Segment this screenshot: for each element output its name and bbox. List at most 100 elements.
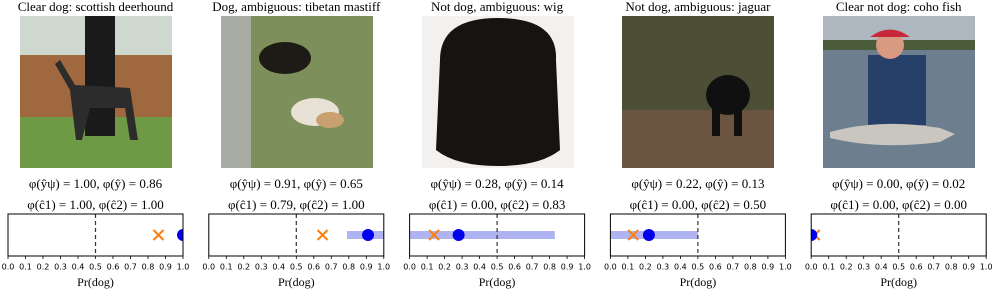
formula: φ(ĉ1) = 0.00, φ(ĉ2) = 0.83 bbox=[429, 197, 566, 212]
x-tick-label: 0.3 bbox=[456, 263, 469, 272]
x-tick-label: 0.7 bbox=[727, 263, 740, 272]
x-tick-label: 0.6 bbox=[910, 263, 923, 272]
measure-name: , φ(ĉ2) = bbox=[895, 197, 944, 212]
x-axis-label: Pr(dog) bbox=[680, 275, 717, 289]
measure-name: φ(ĉ1) = bbox=[630, 197, 672, 212]
panel-title: Clear dog: scottish deerhound bbox=[18, 0, 174, 14]
measure-name: φ(ŷψ) = bbox=[832, 176, 877, 191]
x-tick-label: 0.3 bbox=[54, 263, 67, 272]
x-tick-label: 0.3 bbox=[857, 263, 870, 272]
x-tick-label: 0.2 bbox=[639, 263, 652, 272]
measure-value: 0.00 bbox=[471, 197, 494, 212]
x-tick-label: 0.5 bbox=[491, 263, 504, 272]
plot: 0.0 0.1 0.2 0.3 0.4 0.5 0.6 0.7 0.8 0.9 1.0 Pr(dog) bbox=[202, 213, 390, 289]
measure-name: , φ(ĉ2) = bbox=[293, 197, 342, 212]
formula: φ(ŷψ) = 0.91, φ(ŷ) = 0.65 bbox=[230, 176, 363, 191]
x-tick-label: 0.1 bbox=[220, 263, 233, 272]
x-tick-label: 0.6 bbox=[107, 263, 120, 272]
x-tick-label: 0.5 bbox=[692, 263, 705, 272]
formula: φ(ĉ1) = 0.00, φ(ĉ2) = 0.00 bbox=[830, 197, 967, 212]
x-tick-label: 0.9 bbox=[962, 263, 975, 272]
x-tick-label: 0.9 bbox=[561, 263, 574, 272]
photo bbox=[20, 16, 172, 168]
x-tick-label: 0.4 bbox=[473, 263, 486, 272]
x-tick-label: 0.4 bbox=[272, 263, 285, 272]
measure-value: 0.50 bbox=[743, 197, 766, 212]
x-tick-label: 0.9 bbox=[360, 263, 373, 272]
x-tick-label: 0.7 bbox=[124, 263, 137, 272]
measure-value: 0.13 bbox=[742, 176, 765, 191]
x-tick-label: 1.0 bbox=[779, 263, 792, 272]
measure-name: φ(ŷψ) = bbox=[230, 176, 275, 191]
measure-value: 0.00 bbox=[873, 197, 896, 212]
x-tick-label: 0.1 bbox=[19, 263, 32, 272]
x-tick-label: 0.8 bbox=[142, 263, 155, 272]
x-axis-label: Pr(dog) bbox=[880, 275, 917, 289]
measure-name: , φ(ĉ2) = bbox=[92, 197, 141, 212]
measure-value: 1.00 bbox=[141, 197, 164, 212]
x-tick-label: 0.5 bbox=[290, 263, 303, 272]
measure-name: , φ(ĉ2) = bbox=[494, 197, 543, 212]
formula: φ(ŷψ) = 0.28, φ(ŷ) = 0.14 bbox=[431, 176, 565, 191]
measure-name: φ(ŷψ) = bbox=[29, 176, 74, 191]
measure-value: 0.86 bbox=[139, 176, 162, 191]
yhat-marker bbox=[316, 229, 329, 241]
x-tick-label: 0.0 bbox=[403, 263, 416, 272]
plot-area bbox=[152, 229, 183, 241]
x-tick-label: 0.9 bbox=[159, 263, 172, 272]
plot: 0.0 0.1 0.2 0.3 0.4 0.5 0.6 0.7 0.8 0.9 1.0 Pr(dog) bbox=[403, 213, 591, 289]
yhat-marker bbox=[428, 229, 440, 241]
yhat-marker bbox=[152, 229, 165, 241]
formula: φ(ĉ1) = 1.00, φ(ĉ2) = 1.00 bbox=[27, 197, 164, 212]
x-tick-label: 0.8 bbox=[543, 263, 556, 272]
x-tick-label: 0.2 bbox=[840, 263, 853, 272]
psi-marker bbox=[362, 229, 375, 241]
plot: 0.0 0.1 0.2 0.3 0.4 0.5 0.6 0.7 0.8 0.9 1.0 Pr(dog) bbox=[2, 213, 190, 289]
x-tick-label: 0.6 bbox=[508, 263, 521, 272]
measure-name: φ(ĉ1) = bbox=[228, 197, 270, 212]
measure-value: 0.14 bbox=[541, 176, 564, 191]
measure-name: φ(ĉ1) = bbox=[27, 197, 69, 212]
interval bbox=[409, 231, 555, 239]
formula: φ(ŷψ) = 0.00, φ(ŷ) = 0.02 bbox=[832, 176, 965, 191]
x-tick-label: 0.8 bbox=[945, 263, 958, 272]
x-tick-label: 1.0 bbox=[578, 263, 591, 272]
panel-title: Not dog, ambiguous: jaguar bbox=[625, 0, 771, 14]
x-tick-label: 0.7 bbox=[927, 263, 940, 272]
x-tick-label: 1.0 bbox=[377, 263, 390, 272]
x-tick-label: 0.7 bbox=[526, 263, 539, 272]
x-tick-label: 0.2 bbox=[438, 263, 451, 272]
measure-value: 0.00 bbox=[944, 197, 967, 212]
photo bbox=[823, 16, 975, 168]
x-tick-label: 1.0 bbox=[177, 263, 190, 272]
x-tick-label: 0.9 bbox=[762, 263, 775, 272]
x-tick-label: 1.0 bbox=[980, 263, 993, 272]
measure-value: 0.00 bbox=[877, 176, 900, 191]
measure-name: , φ(ĉ2) = bbox=[695, 197, 744, 212]
x-tick-label: 0.8 bbox=[342, 263, 355, 272]
x-tick-label: 0.7 bbox=[325, 263, 338, 272]
x-tick-label: 0.5 bbox=[89, 263, 102, 272]
x-tick-label: 0.3 bbox=[657, 263, 670, 272]
measure-name: φ(ĉ1) = bbox=[830, 197, 872, 212]
yhat-marker bbox=[627, 229, 639, 241]
measure-name: φ(ŷψ) = bbox=[431, 176, 476, 191]
formula: φ(ŷψ) = 1.00, φ(ŷ) = 0.86 bbox=[29, 176, 163, 191]
formula: φ(ŷψ) = 0.22, φ(ŷ) = 0.13 bbox=[631, 176, 764, 191]
photo bbox=[422, 16, 574, 168]
x-axis-label: Pr(dog) bbox=[479, 275, 516, 289]
plot-area bbox=[610, 229, 698, 241]
x-tick-label: 0.4 bbox=[72, 263, 85, 272]
panel-title: Not dog, ambiguous: wig bbox=[431, 0, 564, 14]
x-tick-label: 0.2 bbox=[237, 263, 250, 272]
panel-title: Dog, ambiguous: tibetan mastiff bbox=[212, 0, 381, 14]
x-tick-label: 0.1 bbox=[622, 263, 635, 272]
x-tick-label: 0.0 bbox=[2, 263, 15, 272]
measure-value: 0.65 bbox=[340, 176, 363, 191]
measure-value: 0.00 bbox=[672, 197, 695, 212]
x-tick-label: 0.0 bbox=[202, 263, 215, 272]
plot-area bbox=[811, 229, 821, 241]
formula: φ(ĉ1) = 0.79, φ(ĉ2) = 1.00 bbox=[228, 197, 365, 212]
measure-value: 0.91 bbox=[274, 176, 297, 191]
